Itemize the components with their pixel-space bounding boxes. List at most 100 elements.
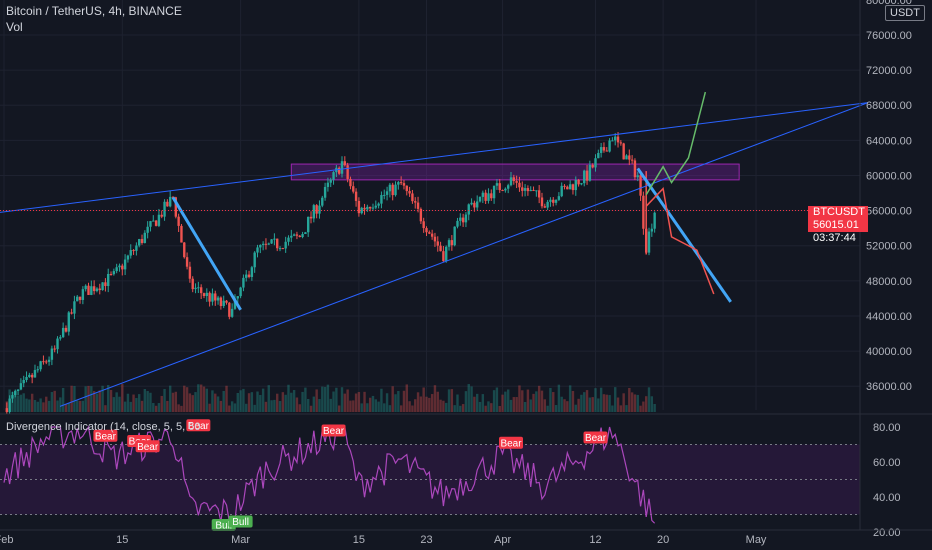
volume-bar xyxy=(81,400,85,412)
volume-bar xyxy=(594,388,597,412)
candle xyxy=(278,248,282,250)
candle xyxy=(329,179,332,183)
volume-bar xyxy=(495,387,499,412)
candle xyxy=(495,183,499,186)
volume-bar xyxy=(183,385,186,412)
volume-bar xyxy=(476,393,479,412)
x-tick-label: Feb xyxy=(0,534,13,546)
volume-bar xyxy=(312,396,316,412)
candle xyxy=(504,188,507,191)
volume-bar xyxy=(616,397,620,412)
y-tick-label: 76000.00 xyxy=(866,30,912,42)
candle xyxy=(56,338,59,350)
volume-bar xyxy=(104,405,107,412)
candle xyxy=(521,187,524,191)
volume-bar xyxy=(298,404,301,412)
candle xyxy=(470,202,473,205)
candle xyxy=(194,287,197,290)
candle xyxy=(332,172,335,180)
candle xyxy=(450,240,454,246)
volume-bar xyxy=(630,392,634,412)
volume-bar xyxy=(394,394,397,412)
volume-bar xyxy=(518,385,521,412)
candle xyxy=(433,236,437,242)
volume-bar xyxy=(532,393,535,412)
candle xyxy=(247,274,251,277)
currency-badge[interactable]: USDT xyxy=(885,5,925,21)
volume-bar xyxy=(247,393,251,412)
candle xyxy=(25,376,28,381)
volume-bar xyxy=(70,385,73,412)
volume-bar xyxy=(259,394,262,412)
volume-bar xyxy=(650,396,654,412)
upper-wedge-line xyxy=(0,102,869,213)
candle xyxy=(439,245,442,252)
candle xyxy=(36,369,39,371)
candle xyxy=(546,201,549,208)
candle xyxy=(340,161,344,174)
volume-bar xyxy=(245,403,248,412)
candle xyxy=(591,164,594,168)
volume-bar xyxy=(168,385,172,412)
bear-divergence-label: Bear xyxy=(135,440,160,453)
candle xyxy=(611,140,614,142)
x-tick-label: 12 xyxy=(589,534,601,546)
volume-bar xyxy=(335,387,338,412)
candle xyxy=(633,160,637,178)
volume-bar xyxy=(19,394,23,412)
candle xyxy=(580,183,583,185)
volume-bar xyxy=(22,393,25,412)
volume-bar xyxy=(216,396,220,412)
candle xyxy=(526,188,530,192)
y-tick-label: 44000.00 xyxy=(866,311,912,323)
candle xyxy=(208,292,211,302)
candle xyxy=(214,293,217,301)
volume-bar xyxy=(653,403,656,412)
indicator-title[interactable]: Divergence Indicator (14, close, 5, 5, 6… xyxy=(6,421,201,433)
volume-bar xyxy=(174,391,178,412)
volume-bar xyxy=(481,394,485,412)
candle xyxy=(563,185,566,187)
volume-bar xyxy=(146,391,149,412)
candle xyxy=(349,178,352,187)
candle xyxy=(188,266,192,279)
candle xyxy=(19,383,23,390)
candle xyxy=(259,244,262,248)
candle xyxy=(532,189,535,191)
volume-bar xyxy=(284,394,287,412)
last-price-tag: BTCUSDT 56015.01 03:37:44 xyxy=(808,206,868,244)
candle xyxy=(107,273,110,287)
trend-drawings[interactable] xyxy=(0,91,869,407)
candle xyxy=(357,200,361,214)
candle xyxy=(411,193,414,202)
candle xyxy=(309,216,313,219)
divergence-label-text: Bull xyxy=(215,521,232,532)
volume-bar xyxy=(568,385,572,412)
candle xyxy=(253,252,256,268)
price-tag-price: 56015.01 xyxy=(813,219,859,231)
candle xyxy=(461,217,465,223)
candle xyxy=(653,212,656,229)
volume-bar xyxy=(442,400,445,412)
candle xyxy=(264,243,268,245)
volume-bar xyxy=(16,395,20,412)
volume-bar xyxy=(633,394,637,412)
y-tick-label: 56000.00 xyxy=(866,206,912,218)
x-tick-label: 15 xyxy=(116,534,128,546)
candle xyxy=(290,235,293,238)
volume-bar xyxy=(140,400,144,412)
volume-bar xyxy=(50,392,54,412)
candle xyxy=(552,199,555,203)
divergence-label-text: Bear xyxy=(137,442,159,453)
candle xyxy=(98,288,101,291)
volume-bar xyxy=(636,394,639,412)
candle xyxy=(84,285,87,290)
candle xyxy=(270,239,273,244)
candle xyxy=(132,250,135,252)
candle xyxy=(211,293,214,302)
candle xyxy=(202,293,206,297)
volume-bar xyxy=(76,400,79,412)
candle xyxy=(42,361,45,363)
candle xyxy=(312,205,316,219)
